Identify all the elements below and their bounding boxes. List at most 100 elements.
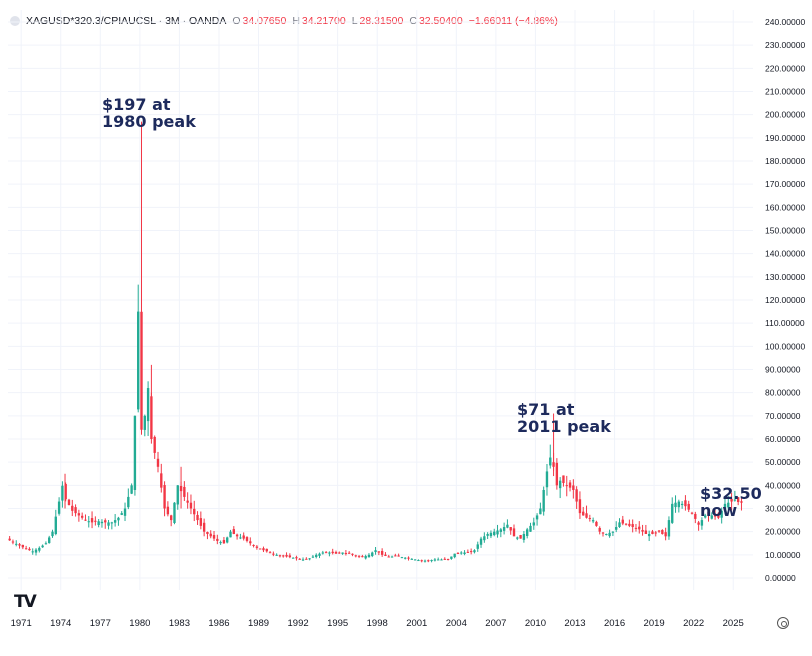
candle-body	[707, 511, 710, 516]
candle-body	[31, 551, 34, 553]
x-tick-label: 1971	[11, 618, 32, 629]
x-tick-label: 1974	[50, 618, 71, 629]
gear-icon[interactable]	[777, 617, 789, 629]
candle-body	[526, 529, 529, 536]
candle-body	[684, 500, 687, 507]
candle-body	[516, 537, 519, 539]
candle-body	[417, 560, 420, 562]
candle-body	[18, 544, 21, 546]
candle-body	[84, 519, 87, 521]
candle-body	[740, 501, 743, 503]
legend-high: 34.21700	[301, 15, 346, 27]
chart-legend: XAGUSD*320.3/CPIAUCSL · 3M · OANDA O 34.0…	[10, 15, 558, 27]
candle-body	[34, 549, 38, 553]
candle-body	[272, 553, 275, 555]
candle-body	[357, 555, 361, 557]
candle-body	[176, 485, 179, 505]
candle-body	[634, 527, 638, 529]
y-tick-label: 40.00000	[765, 480, 801, 490]
candle-body	[562, 475, 565, 484]
candle-body	[456, 553, 460, 555]
candle-body	[466, 551, 470, 553]
candle-body	[255, 546, 259, 548]
candle-body	[8, 538, 11, 541]
candle-body	[690, 512, 694, 514]
tradingview-logo[interactable]: TV	[14, 592, 37, 612]
candle-body	[400, 557, 404, 559]
y-tick-label: 130.00000	[765, 272, 805, 282]
x-tick-label: 2022	[683, 618, 704, 629]
y-tick-label: 190.00000	[765, 133, 805, 143]
y-tick-label: 110.00000	[765, 318, 805, 328]
candle-body	[44, 543, 48, 545]
candle-body	[80, 515, 84, 518]
candle-body	[298, 558, 301, 560]
y-tick-label: 90.00000	[765, 365, 801, 375]
candle-body	[328, 552, 331, 554]
y-tick-label: 160.00000	[765, 202, 805, 212]
candle-body	[486, 533, 489, 536]
candle-body	[430, 560, 433, 562]
time-axis: 1971 1974 1977 1980 1983 1986 1989 1992 1995 1998…	[11, 618, 744, 629]
candle-body	[469, 551, 473, 553]
candle-body	[163, 485, 166, 509]
y-tick-label: 140.00000	[765, 249, 805, 259]
legend-low-label: L	[351, 15, 358, 27]
candle-body	[578, 499, 582, 514]
candle-body	[285, 554, 288, 557]
candle-body	[347, 552, 351, 554]
candle-body	[404, 557, 407, 559]
candle-body	[265, 548, 268, 552]
candle-body	[318, 553, 321, 556]
candle-body	[717, 513, 720, 518]
candle-body	[288, 555, 292, 558]
y-tick-label: 210.00000	[765, 87, 805, 97]
candle-body	[539, 508, 542, 515]
candle-body	[727, 502, 730, 508]
candle-body	[720, 510, 723, 518]
candle-body	[367, 554, 371, 558]
candle-body	[242, 535, 245, 539]
candle-body	[222, 539, 226, 544]
legend-high-label: H	[292, 15, 300, 27]
candle-body	[647, 533, 651, 537]
y-tick-label: 60.00000	[765, 434, 801, 444]
candle-body	[262, 548, 265, 551]
candle-series	[8, 121, 743, 563]
candle-body	[100, 521, 104, 524]
candle-body	[489, 532, 493, 537]
candle-body	[94, 520, 97, 522]
candle-body	[61, 485, 64, 501]
candle-body	[341, 552, 344, 554]
candle-body	[723, 503, 727, 509]
candle-body	[216, 538, 219, 541]
candle-body	[496, 530, 499, 535]
legend-open: 34.07650	[242, 15, 287, 27]
legend-symbol: XAGUSD*320.3/CPIAUCSL · 3M · OANDA	[26, 15, 227, 27]
candle-body	[275, 554, 278, 556]
x-tick-label: 2004	[446, 618, 467, 629]
candle-body	[545, 471, 549, 488]
candle-body	[608, 532, 611, 537]
candle-body	[664, 532, 667, 537]
legend-close-label: C	[409, 15, 417, 27]
candle-body	[282, 555, 285, 557]
x-tick-label: 2025	[723, 618, 744, 629]
candle-body	[700, 520, 704, 526]
candle-body	[384, 554, 387, 556]
candle-body	[361, 556, 364, 558]
candle-body	[97, 521, 100, 526]
y-tick-label: 240.00000	[765, 17, 805, 27]
candle-body	[123, 508, 127, 516]
candle-body	[206, 531, 209, 534]
candle-body	[130, 485, 133, 494]
candle-body	[565, 485, 568, 487]
candle-body	[420, 560, 423, 562]
candle-body	[196, 514, 199, 521]
grid-lines	[8, 10, 753, 590]
candle-body	[591, 520, 595, 522]
candle-body	[529, 525, 532, 532]
candle-body	[226, 537, 229, 543]
